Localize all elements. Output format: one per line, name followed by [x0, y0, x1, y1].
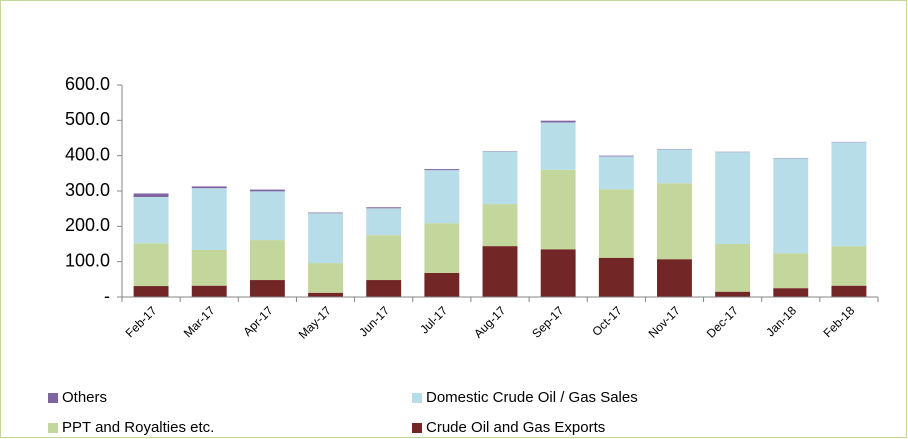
- bar-segment: [366, 207, 402, 209]
- bar-segment: [715, 152, 751, 244]
- bar-segment: [249, 191, 285, 241]
- bar-segment: [249, 189, 285, 192]
- bar-segment: [831, 285, 867, 297]
- bar-segment: [191, 188, 227, 251]
- y-tick-label: 500.0: [65, 109, 110, 129]
- bar-segment: [598, 155, 634, 157]
- bar-segment: [715, 291, 751, 297]
- y-tick-label: 300.0: [65, 180, 110, 200]
- legend-swatch: [48, 393, 58, 403]
- bar-segment: [308, 292, 343, 297]
- bar-segment: [308, 263, 343, 293]
- bar-segment: [191, 285, 227, 297]
- y-tick-label: 600.0: [65, 74, 110, 94]
- bar-segment: [308, 213, 343, 264]
- legend-label: Others: [62, 389, 107, 406]
- bar-segment: [133, 243, 169, 287]
- bar-segment: [366, 280, 402, 297]
- bar-segment: [540, 122, 576, 170]
- bar-segment: [366, 235, 402, 281]
- bar-segment: [482, 151, 518, 205]
- legend-label: Crude Oil and Gas Exports: [426, 419, 605, 436]
- y-tick-label: 200.0: [65, 215, 110, 235]
- bar-segment: [773, 253, 809, 289]
- bar-segment: [598, 257, 634, 297]
- bar-segment: [482, 204, 518, 247]
- bar-segment: [424, 170, 460, 224]
- bar-segment: [540, 249, 576, 297]
- y-tick-label: -: [104, 286, 110, 306]
- bar-segment: [249, 240, 285, 281]
- bar-segment: [598, 156, 634, 190]
- bar-segment: [308, 212, 343, 214]
- bar-segment: [133, 286, 169, 297]
- bar-segment: [773, 288, 809, 297]
- bar-segment: [366, 208, 402, 236]
- bar-segment: [424, 169, 460, 171]
- legend-label: Domestic Crude Oil / Gas Sales: [426, 389, 638, 406]
- y-tick-label: 100.0: [65, 250, 110, 270]
- bar-segment: [191, 250, 227, 286]
- bar-segment: [191, 186, 227, 189]
- bar-segment: [540, 169, 576, 250]
- bar-segment: [598, 189, 634, 258]
- legend-swatch: [48, 423, 58, 433]
- bar-segment: [657, 183, 692, 260]
- legend-label: PPT and Royalties etc.: [62, 419, 214, 436]
- bar-segment: [657, 149, 692, 184]
- bar-segment: [133, 193, 169, 198]
- bar-segment: [540, 120, 576, 123]
- bar-segment: [482, 246, 518, 297]
- bar-segment: [424, 272, 460, 297]
- bar-segment: [424, 223, 460, 273]
- bar-segment: [715, 244, 751, 292]
- bar-segment: [773, 158, 809, 254]
- bar-segment: [657, 259, 692, 297]
- bar-segment: [831, 142, 867, 247]
- y-tick-label: 400.0: [65, 144, 110, 164]
- legend-swatch: [412, 423, 422, 433]
- bar-segment: [133, 197, 169, 244]
- bar-segment: [831, 246, 867, 286]
- legend-swatch: [412, 393, 422, 403]
- bar-segment: [249, 280, 285, 297]
